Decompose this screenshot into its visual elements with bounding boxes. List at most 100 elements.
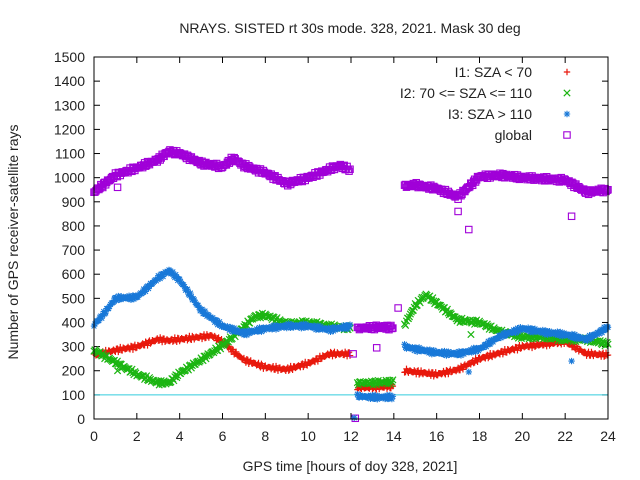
data-point: [243, 331, 251, 339]
data-points: [90, 146, 612, 423]
x-tick-label: 10: [300, 428, 316, 444]
x-tick-label: 4: [176, 428, 184, 444]
series-1: [90, 331, 612, 393]
data-point: [99, 311, 106, 319]
data-point: [314, 322, 322, 329]
data-point: [113, 297, 120, 304]
legend-label: I2: 70 <= SZA <= 110: [400, 85, 532, 101]
y-tick-label: 500: [62, 290, 86, 306]
data-point: [131, 294, 139, 302]
x-tick-label: 0: [90, 428, 98, 444]
data-point: [525, 326, 533, 333]
legend-label: I3: SZA > 110: [448, 106, 532, 122]
y-tick-label: 300: [62, 339, 86, 355]
data-point: [97, 312, 105, 320]
data-point: [600, 353, 608, 360]
data-point: [285, 320, 292, 327]
data-point: [270, 321, 278, 329]
legend-marker: [563, 68, 571, 76]
data-point: [324, 327, 331, 334]
data-point: [172, 271, 179, 278]
outlier-point: [372, 344, 381, 352]
data-point: [472, 348, 479, 356]
data-point: [599, 327, 607, 334]
data-point: [559, 333, 566, 340]
data-point: [457, 352, 465, 359]
data-point: [180, 281, 187, 289]
outlier-point: [567, 212, 576, 221]
data-point: [213, 317, 220, 324]
data-point: [181, 283, 188, 290]
data-point: [389, 376, 397, 384]
data-point: [528, 344, 536, 352]
data-point: [428, 351, 435, 358]
outlier-point: [394, 304, 402, 312]
data-point: [214, 335, 221, 342]
data-point: [110, 298, 117, 306]
data-point: [597, 326, 605, 333]
y-tick-label: 200: [62, 363, 86, 379]
legend-label: I1: SZA < 70: [455, 64, 533, 80]
data-point: [366, 393, 373, 400]
outlier-point: [465, 368, 472, 376]
data-point: [339, 324, 346, 332]
data-point: [443, 352, 450, 359]
data-point: [258, 328, 265, 335]
data-point: [404, 315, 413, 323]
outlier-point: [467, 330, 475, 339]
data-point: [489, 338, 497, 346]
data-point: [346, 321, 354, 328]
data-point: [372, 391, 379, 399]
data-point: [389, 324, 397, 332]
data-point: [216, 318, 223, 325]
data-point: [255, 359, 262, 367]
data-point: [200, 310, 208, 317]
data-point: [415, 344, 423, 351]
data-point: [531, 325, 539, 333]
data-point: [343, 322, 351, 329]
data-point: [184, 285, 191, 293]
data-point: [511, 327, 518, 334]
data-point: [176, 275, 183, 283]
data-point: [209, 314, 216, 321]
data-point: [499, 329, 507, 337]
data-point: [374, 396, 381, 403]
x-tick-label: 18: [472, 428, 488, 444]
series-2: [90, 290, 612, 389]
data-point: [343, 353, 351, 360]
data-point: [169, 268, 177, 276]
data-point: [483, 343, 490, 350]
data-point: [156, 275, 164, 282]
data-point: [596, 330, 603, 338]
data-point: [155, 272, 162, 279]
y-tick-label: 1200: [54, 121, 85, 137]
outlier-point: [351, 414, 358, 421]
y-tick-label: 900: [62, 194, 86, 210]
y-tick-label: 1400: [54, 73, 85, 89]
outlier-point: [113, 367, 122, 375]
legend: I1: SZA < 70 I2: 70 <= SZA <= 110 I3: SZA …: [400, 64, 571, 143]
data-point: [389, 393, 397, 400]
legend-marker: [563, 89, 571, 97]
data-point: [189, 332, 196, 340]
data-point: [345, 348, 353, 356]
y-axis-label: Number of GPS receiver-satellite rays: [5, 125, 21, 360]
data-point: [388, 378, 396, 386]
data-point: [105, 305, 112, 312]
y-tick-label: 700: [62, 242, 86, 258]
outlier-point: [349, 350, 357, 358]
data-point: [232, 348, 240, 356]
data-point: [298, 325, 305, 332]
data-point: [524, 324, 532, 331]
data-point: [224, 323, 231, 330]
y-tick-label: 800: [62, 218, 86, 234]
x-tick-label: 2: [133, 428, 141, 444]
y-tick-label: 0: [77, 411, 85, 427]
outlier-point: [568, 357, 575, 365]
x-tick-label: 8: [261, 428, 269, 444]
data-point: [543, 342, 550, 350]
data-point: [485, 338, 492, 345]
data-point: [544, 331, 551, 338]
data-point: [272, 326, 280, 333]
